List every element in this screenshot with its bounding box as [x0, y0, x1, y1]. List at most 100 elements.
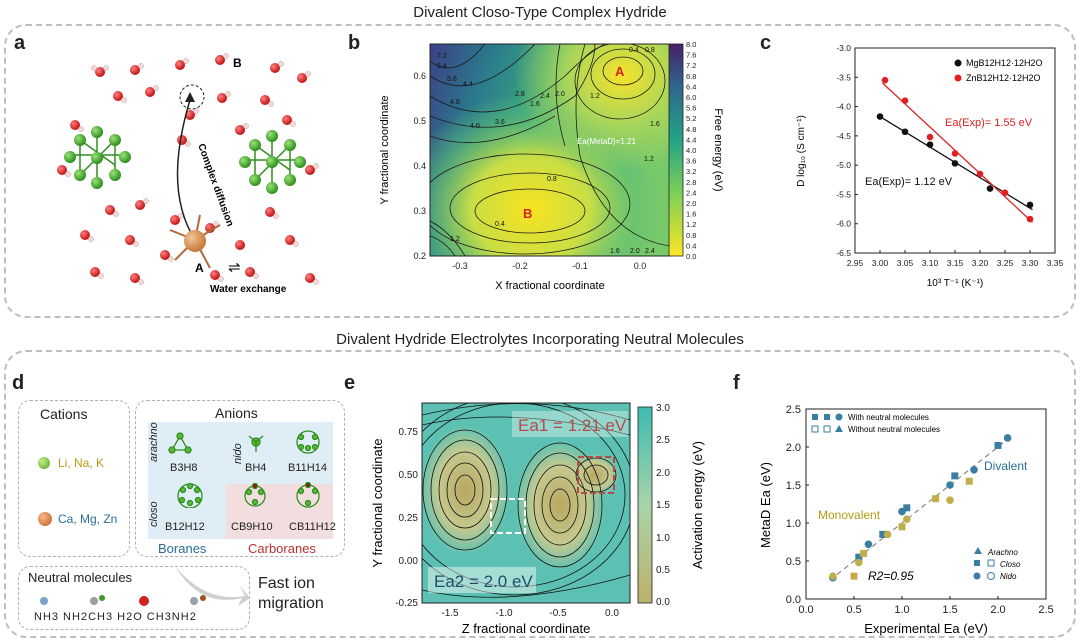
panel-c-point	[951, 150, 959, 157]
metal-ion	[184, 230, 206, 252]
panel-c-y-tick: -3.5	[836, 72, 851, 82]
neutral-molecule-structures	[40, 595, 206, 606]
bh4-label: BH4	[245, 462, 267, 474]
cb11h12-label: CB11H12	[289, 521, 336, 533]
panel-f-x-tick: 0.0	[798, 604, 813, 616]
panel-f-type-legend: Arachno Closo Nido	[973, 547, 1021, 581]
panel-b-contours	[430, 44, 670, 256]
svg-text:-1.5: -1.5	[441, 608, 459, 619]
panel-b-cbar-tick: 8.0	[686, 40, 696, 49]
panel-c-y-tick: -6.0	[836, 219, 851, 229]
panel-c-x-tick: 3.25	[997, 258, 1014, 268]
panel-label-c: c	[760, 32, 772, 54]
b12h12-label: B12H12	[165, 521, 205, 533]
boranes-background-lower	[148, 484, 226, 539]
svg-text:Arachno: Arachno	[987, 548, 1018, 557]
fast-ion-arrow	[175, 566, 250, 606]
panel-e-barrier-box-1	[577, 456, 615, 494]
panel-f-point-series-0	[864, 540, 873, 549]
panel-b-cbar-tick: 1.2	[686, 220, 696, 229]
panel-c-annotation-zn: Ea(Exp)= 1.55 eV	[945, 117, 1033, 129]
panel-b-colorbar-ticks: 8.0 7.67.2 6.86.4 6.0 5.65.2 4.84.4 4.0 3.63.2 2…	[686, 40, 696, 261]
anion-structures	[168, 430, 320, 508]
panel-c-arrhenius-plot: 2.95 3.00 3.05 3.10 3.15 3.20 3.25 3.30 3.35 -3.…	[796, 43, 1064, 289]
svg-text:0.8: 0.8	[645, 47, 655, 54]
svg-text:1.2: 1.2	[590, 93, 600, 100]
panel-c-y-tick: -5.0	[836, 160, 851, 170]
panel-e-activation-map: Ea1 = 1.21 eV Ea2 = 2.0 eV -1.5 -1.0 -0.5…	[370, 402, 705, 636]
panel-c-point	[951, 160, 959, 167]
svg-text:2.0: 2.0	[555, 91, 565, 98]
panel-b-cbar-tick: 2.8	[686, 178, 696, 187]
panel-f-point-series-1	[829, 572, 837, 580]
panel-label-a: a	[14, 32, 26, 54]
panel-c-x-ticks: 2.95 3.00 3.05 3.10 3.15 3.20 3.25 3.30 3.35	[847, 250, 1064, 268]
panel-c-y-label: D log₁₀ (S cm⁻¹)	[796, 115, 807, 187]
panel-b-cbar-tick: 3.2	[686, 167, 696, 176]
panel-c-point	[976, 170, 984, 178]
panel-c-point	[1001, 189, 1009, 196]
fast-ion-label: Fast ion migration	[258, 575, 324, 612]
svg-text:1.2: 1.2	[450, 236, 460, 243]
svg-text:With neutral molecules: With neutral molecules	[848, 413, 929, 422]
panel-e-ea2-background	[428, 567, 536, 593]
panel-f-point-series-1	[855, 558, 863, 567]
anions-title: Anions	[215, 405, 258, 421]
panel-f-x-tick: 0.5	[846, 604, 861, 616]
panel-e-y-label: Y fractional coordinate	[370, 438, 385, 567]
top-section-frame	[4, 24, 1076, 318]
cb9h10-structure	[244, 482, 266, 507]
panel-e-ea1-label: Ea1 = 1.21 eV	[518, 416, 627, 435]
panel-b-cbar-tick: 7.2	[686, 61, 696, 70]
svg-text:4.0: 4.0	[470, 123, 480, 130]
cb11h12-structure	[296, 481, 320, 508]
svg-text:0.00: 0.00	[399, 556, 419, 567]
cation-alkali-label: Li, Na, K	[58, 456, 105, 470]
panel-e-colorbar	[637, 406, 653, 604]
cation-divalent-label: Ca, Mg, Zn	[58, 512, 118, 526]
svg-text:Closo: Closo	[1000, 560, 1021, 569]
svg-text:1.0: 1.0	[656, 533, 670, 544]
site-b-marker	[179, 84, 205, 110]
panel-b-cbar-tick: 0.8	[686, 231, 696, 240]
svg-text:3.6: 3.6	[495, 119, 505, 126]
svg-text:4.4: 4.4	[463, 81, 473, 88]
cb9h10-label: CB9H10	[231, 521, 273, 533]
panel-b-colorbar-label: Free energy (eV)	[712, 108, 724, 191]
panel-e-y-ticks: 0.75 0.50 0.25 0.00 -0.25	[395, 427, 418, 609]
panel-c-x-tick: 3.00	[872, 258, 889, 268]
svg-text:0.4: 0.4	[629, 47, 639, 54]
panel-b-site-b: B	[523, 206, 532, 221]
panel-b-site-a: A	[615, 64, 625, 79]
panel-f-parity-plot: 0.0 0.5 1.0 1.5 2.0 2.5 0.0 0.5 1.0 1.5 2.0 2.5 Ex…	[758, 404, 1054, 636]
svg-text:2.8: 2.8	[515, 91, 525, 98]
panel-b-cbar-tick: 3.6	[686, 157, 696, 166]
panel-f-point-series-0	[946, 481, 954, 489]
svg-text:0.5: 0.5	[413, 116, 426, 126]
water-exchange-label: Water exchange	[210, 284, 287, 295]
panel-f-y-ticks: 0.0 0.5 1.0 1.5 2.0 2.5	[786, 404, 809, 606]
panel-c-point	[1026, 201, 1034, 209]
b12h12-structure	[177, 482, 203, 508]
svg-text:6.4: 6.4	[437, 63, 447, 70]
panel-c-legend-zn-marker	[954, 74, 962, 82]
svg-text:0.5: 0.5	[656, 565, 670, 576]
svg-text:7.2: 7.2	[437, 53, 447, 60]
svg-text:2.4: 2.4	[645, 248, 655, 255]
panel-label-e: e	[344, 372, 356, 394]
svg-text:0.25: 0.25	[399, 513, 419, 524]
water-molecules	[57, 53, 319, 285]
site-a-label: A	[195, 261, 204, 275]
panel-b-cbar-tick: 5.2	[686, 114, 696, 123]
panel-c-x-tick: 2.95	[847, 258, 864, 268]
panel-f-x-tick: 1.5	[942, 604, 957, 616]
panel-b-cbar-tick: 2.4	[686, 188, 696, 197]
svg-text:0.75: 0.75	[399, 427, 419, 438]
svg-text:0.4: 0.4	[495, 221, 505, 228]
anions-box	[135, 400, 345, 557]
panel-e-barrier-box-2	[490, 498, 526, 534]
panel-f-point-series-0	[1003, 434, 1012, 442]
panel-c-point	[926, 133, 934, 141]
neutral-molecules-list: NH3 NH2CH3 H2O CH3NH2	[34, 611, 197, 623]
panel-f-point-series-1	[860, 549, 868, 557]
